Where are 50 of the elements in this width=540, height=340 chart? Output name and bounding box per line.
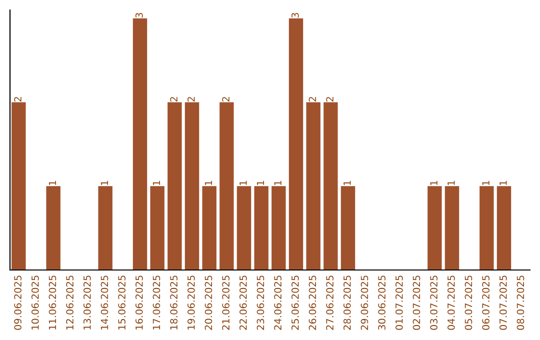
x-tick-label: 09.06.2025 bbox=[14, 276, 22, 330]
x-tick-label: 23.06.2025 bbox=[256, 276, 264, 330]
data-label: 2 bbox=[14, 97, 22, 102]
x-tick-label: 30.06.2025 bbox=[378, 276, 386, 330]
x-tick-label: 10.06.2025 bbox=[31, 276, 39, 330]
data-label: 1 bbox=[448, 180, 455, 186]
x-tick-label: 02.07.2025 bbox=[412, 276, 420, 330]
data-label: 1 bbox=[500, 180, 507, 186]
x-tick-label: 29.06.2025 bbox=[360, 276, 368, 330]
x-tick-label: 18.06.2025 bbox=[170, 276, 178, 330]
data-label: 1 bbox=[152, 180, 160, 186]
data-label: 2 bbox=[222, 97, 230, 102]
x-tick-label: 05.07.2025 bbox=[464, 276, 472, 330]
x-tick-label: 11.06.2025 bbox=[48, 276, 56, 330]
data-label: 1 bbox=[274, 180, 282, 186]
data-label: 1 bbox=[482, 180, 490, 186]
data-label: 1 bbox=[100, 180, 108, 186]
x-tick-label: 12.06.2025 bbox=[66, 276, 74, 330]
data-label: 2 bbox=[326, 97, 334, 102]
data-label: 2 bbox=[170, 97, 178, 102]
x-tick-label: 22.06.2025 bbox=[239, 276, 247, 330]
x-tick-label: 01.07.2025 bbox=[395, 276, 403, 330]
data-label: 1 bbox=[344, 180, 351, 186]
x-tick-label: 14.06.2025 bbox=[100, 276, 108, 330]
x-tick-label: 27.06.2025 bbox=[326, 276, 334, 330]
x-tick-label: 04.07.2025 bbox=[447, 276, 455, 330]
data-label: 2 bbox=[308, 97, 316, 102]
x-tick-label: 07.07.2025 bbox=[499, 276, 507, 330]
x-tick-label: 19.06.2025 bbox=[187, 276, 195, 330]
x-tick-label: 06.07.2025 bbox=[482, 276, 490, 330]
x-tick-label: 28.06.2025 bbox=[343, 276, 351, 330]
x-tick-label: 08.07.2025 bbox=[516, 276, 524, 330]
x-tick-label: 03.07.2025 bbox=[430, 276, 438, 330]
x-tick-label: 26.06.2025 bbox=[308, 276, 316, 330]
x-tick-label: 20.06.2025 bbox=[204, 276, 212, 330]
data-label: 1 bbox=[240, 180, 247, 186]
x-tick-label: 16.06.2025 bbox=[135, 276, 143, 330]
x-tick-label: 17.06.2025 bbox=[152, 276, 160, 330]
data-label: 3 bbox=[291, 12, 299, 18]
x-tick-label: 25.06.2025 bbox=[291, 276, 299, 330]
x-tick-label: 24.06.2025 bbox=[274, 276, 282, 330]
data-label: 3 bbox=[135, 12, 143, 18]
x-tick-label: 21.06.2025 bbox=[222, 276, 230, 330]
data-label: 1 bbox=[204, 180, 212, 186]
x-tick-label: 15.06.2025 bbox=[118, 276, 126, 330]
data-label: 1 bbox=[256, 180, 264, 186]
data-label: 2 bbox=[187, 97, 195, 102]
data-label: 1 bbox=[48, 180, 56, 186]
x-tick-label: 13.06.2025 bbox=[83, 276, 91, 330]
data-label: 1 bbox=[430, 180, 438, 186]
